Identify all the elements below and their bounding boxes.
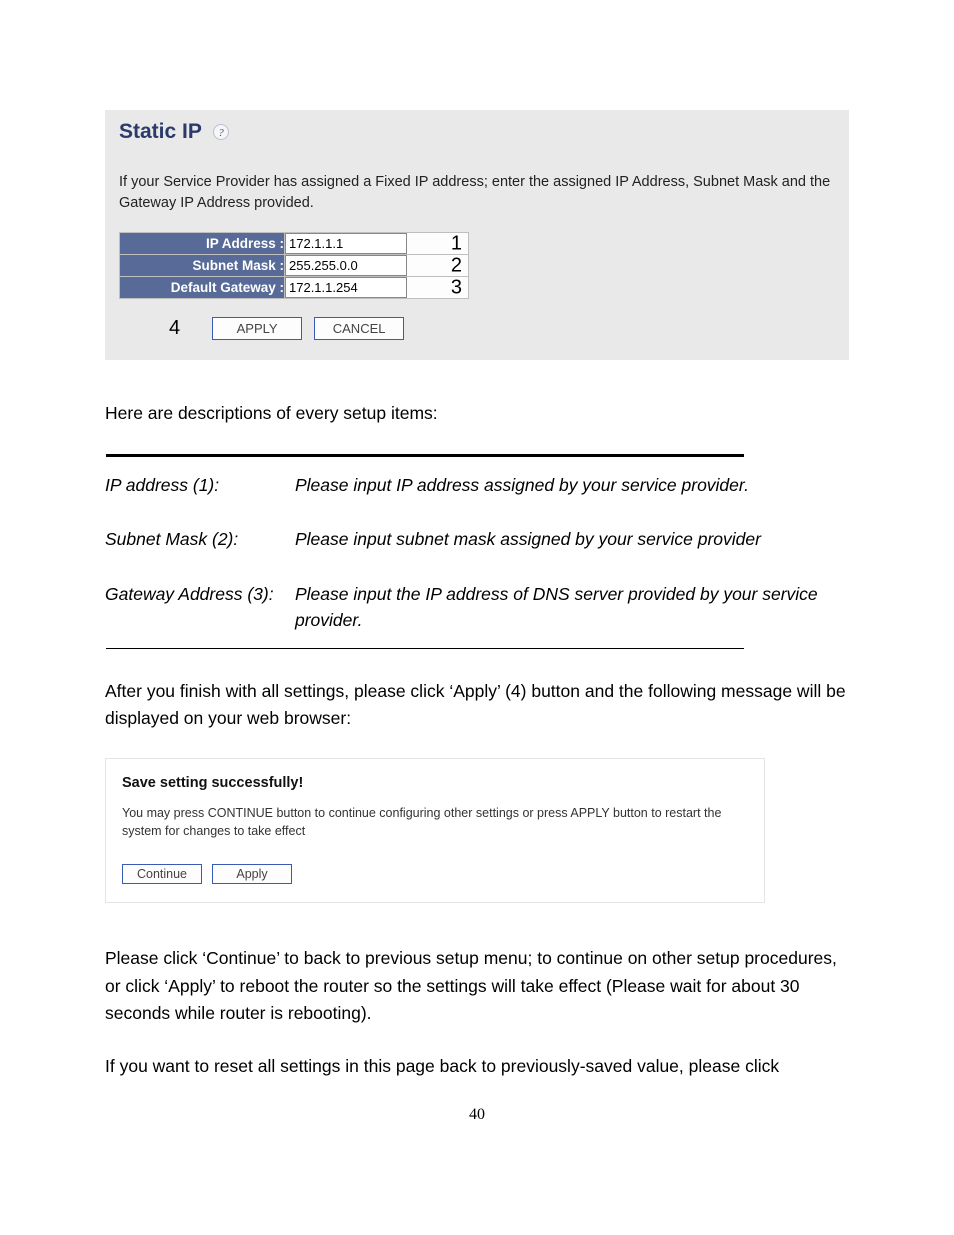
save-button-row: Continue Apply: [122, 864, 748, 884]
desc-label-mask: Subnet Mask (2):: [105, 512, 295, 566]
save-success-panel: Save setting successfully! You may press…: [105, 758, 765, 903]
cancel-button[interactable]: CANCEL: [314, 317, 404, 340]
desc-text-gateway: Please input the IP address of DNS serve…: [295, 567, 849, 648]
config-form-table: IP Address : 1 Subnet Mask : 2 Default G…: [119, 232, 469, 299]
callout-number-2: 2: [451, 254, 462, 277]
row-default-gateway: Default Gateway : 3: [120, 277, 469, 299]
callout-number-4: 4: [169, 317, 180, 340]
save-description: You may press CONTINUE button to continu…: [122, 805, 748, 840]
input-ip-address[interactable]: [285, 233, 407, 254]
reset-paragraph: If you want to reset all settings in thi…: [105, 1053, 849, 1080]
panel-description: If your Service Provider has assigned a …: [119, 172, 835, 214]
continue-button[interactable]: Continue: [122, 864, 202, 884]
page-number: 40: [105, 1106, 849, 1124]
svg-text:?: ?: [219, 127, 225, 139]
help-icon[interactable]: ?: [212, 123, 230, 141]
desc-label-ip: IP address (1):: [105, 458, 295, 512]
row-subnet-mask: Subnet Mask : 2: [120, 255, 469, 277]
panel-title: Static IP: [119, 120, 202, 144]
desc-row-mask: Subnet Mask (2): Please input subnet mas…: [105, 512, 849, 566]
callout-number-1: 1: [451, 232, 462, 255]
apply-button[interactable]: APPLY: [212, 317, 302, 340]
row-ip-address: IP Address : 1: [120, 233, 469, 255]
callout-number-3: 3: [451, 276, 462, 299]
desc-label-gateway: Gateway Address (3):: [105, 567, 295, 648]
desc-text-ip: Please input IP address assigned by your…: [295, 458, 849, 512]
label-ip-address: IP Address :: [120, 233, 285, 255]
desc-row-gateway: Gateway Address (3): Please input the IP…: [105, 567, 849, 648]
save-title: Save setting successfully!: [122, 775, 748, 791]
desc-row-ip: IP address (1): Please input IP address …: [105, 458, 849, 512]
after-apply-paragraph: After you finish with all settings, plea…: [105, 678, 849, 732]
intro-paragraph: Here are descriptions of every setup ite…: [105, 400, 849, 427]
label-default-gateway: Default Gateway :: [120, 277, 285, 299]
input-subnet-mask[interactable]: [285, 255, 407, 276]
button-row: 4 APPLY CANCEL: [119, 317, 835, 340]
input-default-gateway[interactable]: [285, 277, 407, 298]
continue-paragraph: Please click ‘Continue’ to back to previ…: [105, 945, 849, 1026]
desc-text-mask: Please input subnet mask assigned by you…: [295, 512, 849, 566]
description-table: IP address (1): Please input IP address …: [105, 453, 849, 650]
label-subnet-mask: Subnet Mask :: [120, 255, 285, 277]
static-ip-panel: Static IP ? If your Service Provider has…: [105, 110, 849, 360]
table-rule-top: [106, 454, 744, 457]
table-rule-bottom: [106, 648, 744, 649]
apply-button-2[interactable]: Apply: [212, 864, 292, 884]
